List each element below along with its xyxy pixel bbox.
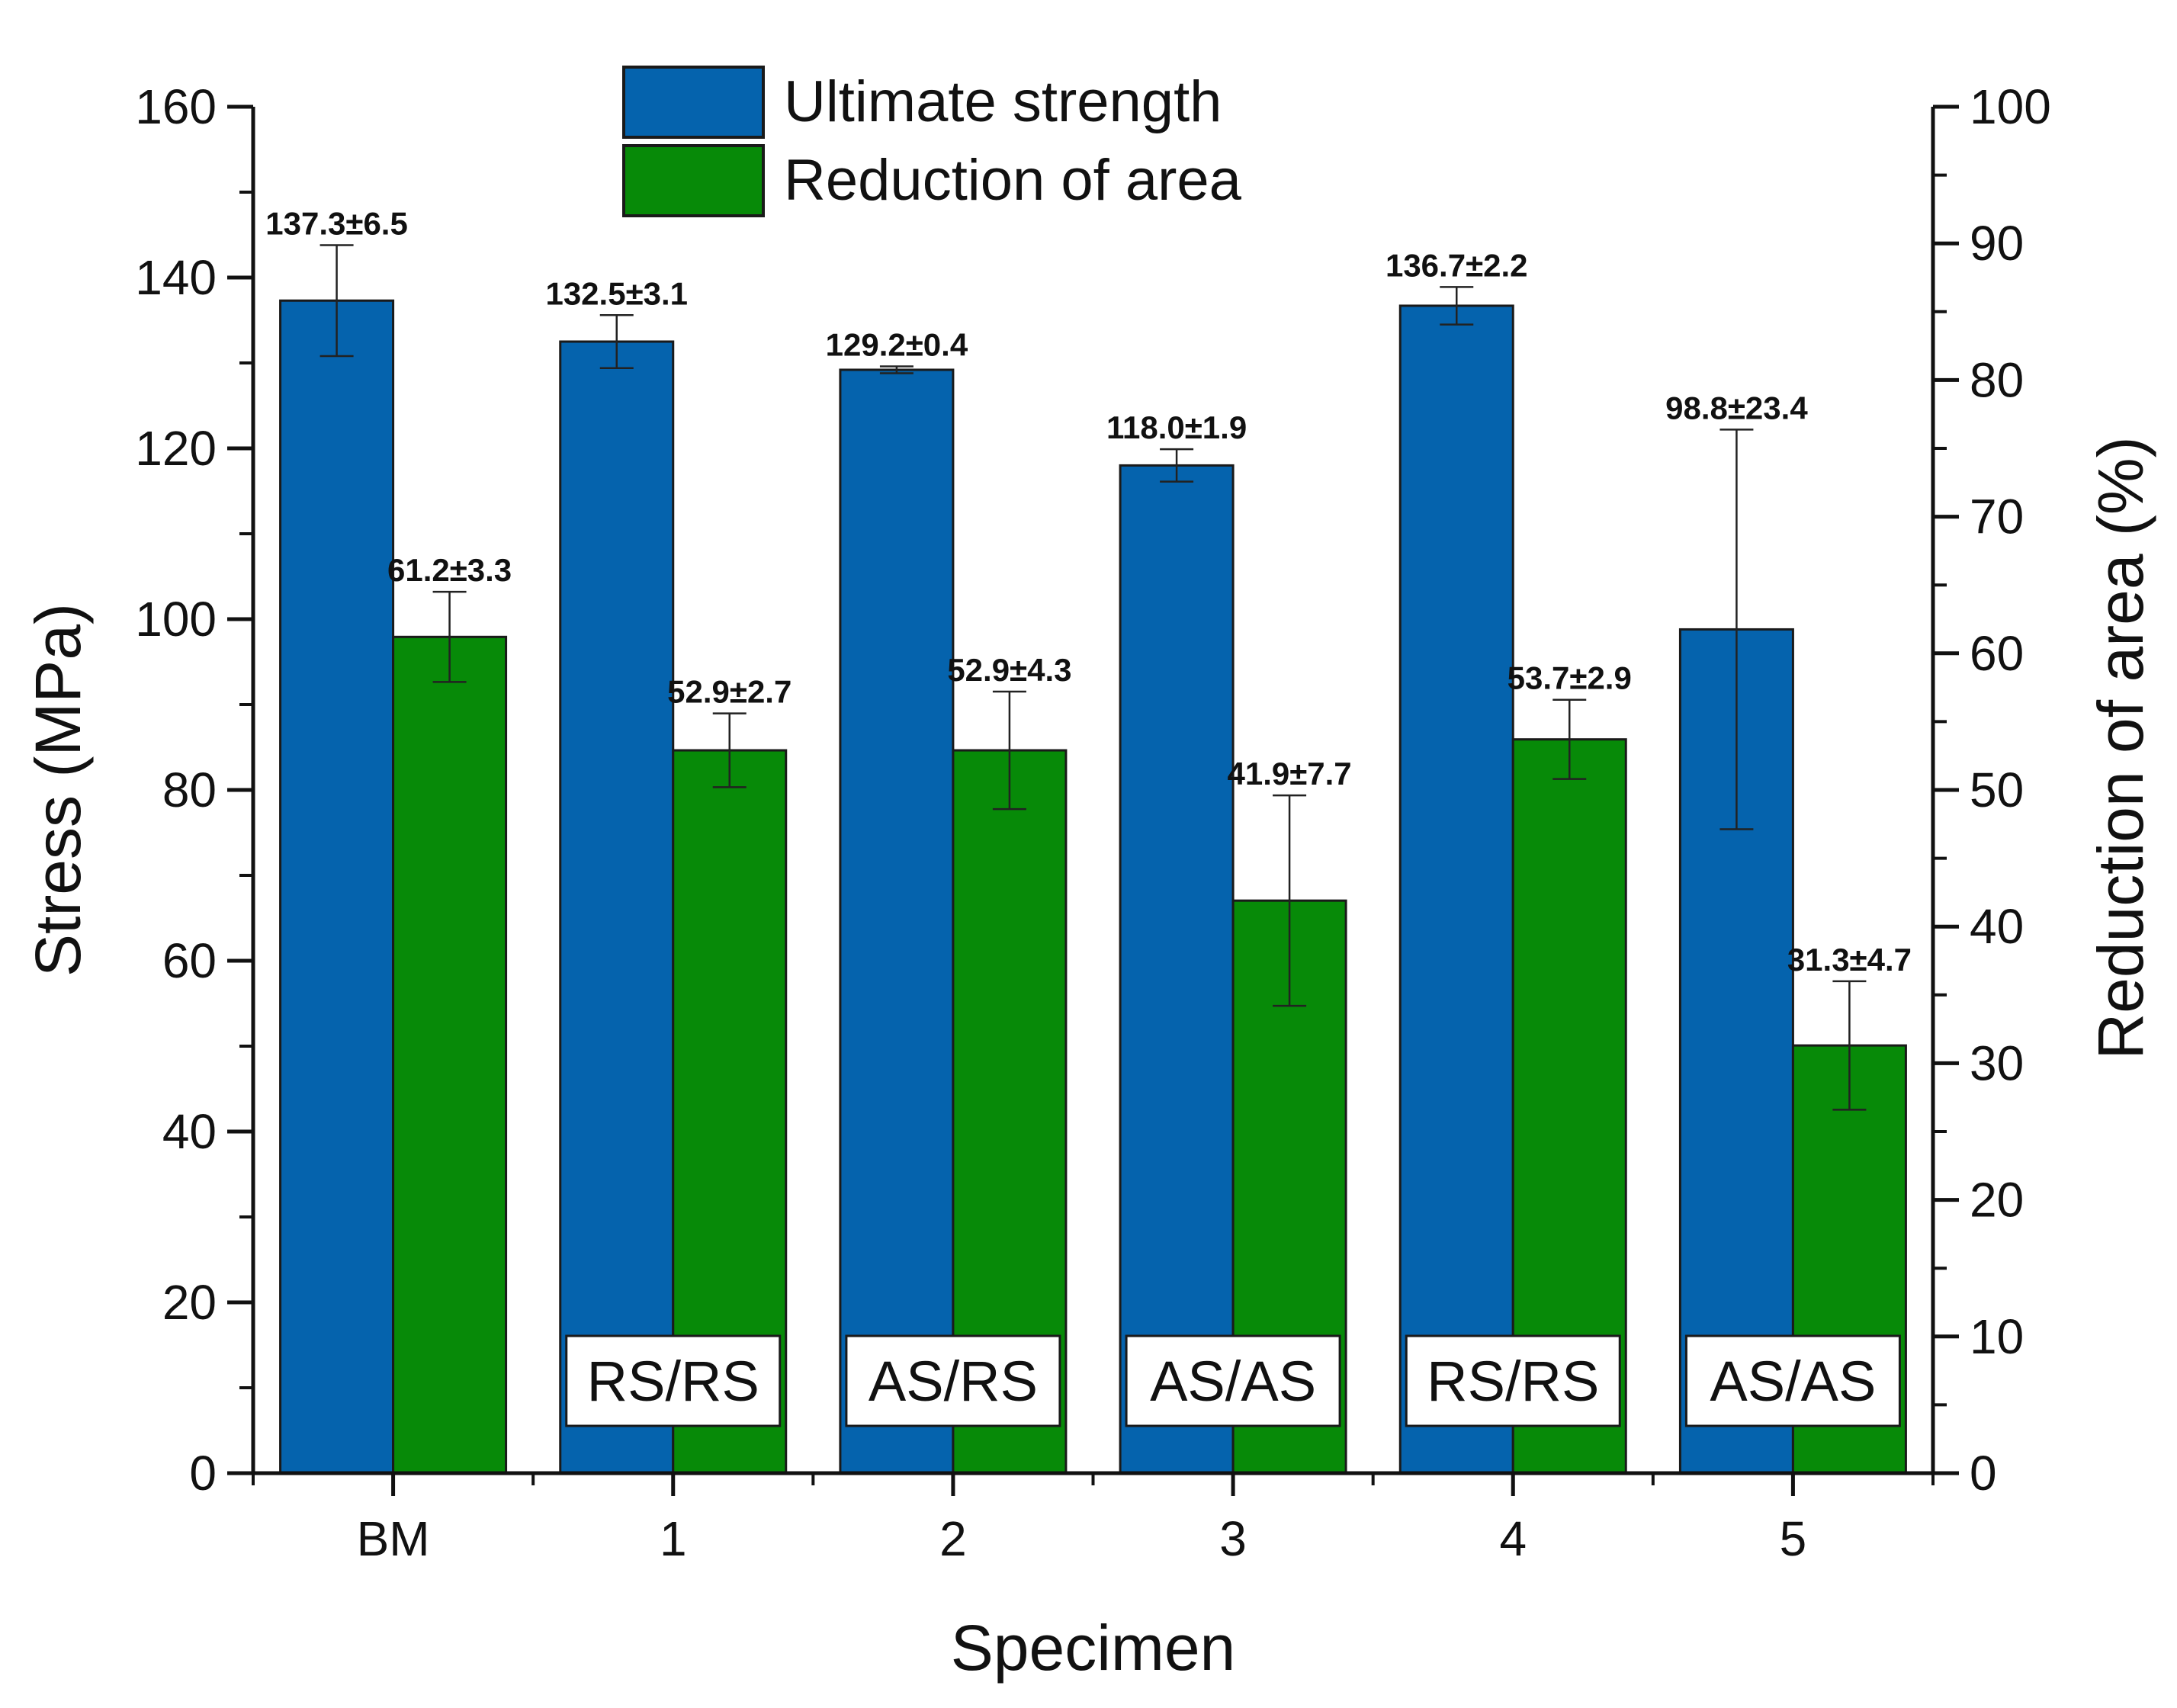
- strength-error-bar-BM: [319, 244, 354, 358]
- strength-error-bar-3: [1160, 448, 1194, 483]
- right-tick-label: 30: [1970, 1035, 2024, 1090]
- right-tick-label: 0: [1970, 1446, 1997, 1501]
- strength-value-label-4: 136.7±2.2: [1386, 247, 1528, 283]
- strength-value-label-3: 118.0±1.9: [1106, 409, 1247, 445]
- legend-label: Reduction of area: [784, 148, 1242, 213]
- x-tick-label: 3: [1219, 1511, 1247, 1566]
- legend-swatch: [622, 144, 765, 217]
- left-tick-label: 100: [135, 592, 217, 647]
- left-tick-label: 80: [162, 762, 217, 817]
- right-tick-label: 70: [1970, 490, 2024, 544]
- reduction-error-bar-1: [712, 712, 747, 788]
- strength-bar-4: [1398, 304, 1514, 1475]
- strength-bar-3: [1119, 464, 1235, 1475]
- strength-value-label-BM: 137.3±6.5: [265, 205, 408, 241]
- strength-value-label-1: 132.5±3.1: [545, 275, 688, 311]
- specimen-tag-text: RS/RS: [1427, 1350, 1599, 1413]
- legend-item-strength: Ultimate strength: [622, 66, 1222, 139]
- left-tick-label: 160: [135, 79, 217, 134]
- strength-error-bar-4: [1440, 286, 1474, 326]
- strength-bar-1: [559, 340, 675, 1475]
- reduction-error-bar-4: [1552, 698, 1587, 780]
- strength-bar-BM: [279, 299, 395, 1475]
- right-tick-label: 100: [1970, 79, 2051, 134]
- left-tick-label: 40: [162, 1104, 217, 1159]
- specimen-tag-1: RS/RS: [565, 1334, 782, 1427]
- left-tick-label: 60: [162, 933, 217, 988]
- strength-error-bar-1: [599, 314, 634, 369]
- legend-swatch: [622, 66, 765, 139]
- reduction-error-bar-BM: [432, 590, 467, 683]
- reduction-value-label-2: 52.9±4.3: [947, 652, 1071, 688]
- specimen-tag-text: RS/RS: [587, 1350, 759, 1413]
- specimen-tag-text: AS/RS: [869, 1350, 1038, 1413]
- reduction-value-label-3: 41.9±7.7: [1227, 756, 1351, 791]
- reduction-bar-BM: [392, 635, 508, 1475]
- data-labels-layer: 137.3±6.5 132.5±3.1 129.2±0.4 118.0±1.9 136.…: [265, 205, 1912, 977]
- specimen-tag-4: RS/RS: [1405, 1334, 1621, 1427]
- right-tick-label: 20: [1970, 1173, 2024, 1228]
- specimen-tag-5: AS/AS: [1684, 1334, 1901, 1427]
- legend-label: Ultimate strength: [784, 69, 1222, 134]
- right-tick-label: 90: [1970, 216, 2024, 271]
- error-bars-layer: [319, 244, 1867, 1111]
- specimen-tag-2: AS/RS: [845, 1334, 1061, 1427]
- reduction-value-label-5: 31.3±4.7: [1787, 942, 1912, 978]
- x-tick-label: 4: [1499, 1511, 1527, 1566]
- right-tick-label: 10: [1970, 1309, 2024, 1364]
- left-tick-label: 120: [135, 421, 217, 476]
- reduction-error-bar-3: [1273, 794, 1307, 1007]
- x-axis-title: Specimen: [951, 1612, 1236, 1684]
- strength-bar-2: [839, 368, 955, 1475]
- bars-layer: [279, 299, 1907, 1475]
- reduction-value-label-1: 52.9±2.7: [667, 674, 791, 710]
- reduction-error-bar-5: [1832, 980, 1867, 1111]
- specimen-tag-text: AS/AS: [1150, 1350, 1316, 1413]
- legend-item-reduction: Reduction of area: [622, 144, 1242, 217]
- y2-axis-title: Reduction of area (%): [2085, 436, 2156, 1059]
- x-tick-label: 2: [939, 1511, 967, 1566]
- axes-layer: 0 20 40 60 80 100 120 140 160 0 10 20 30 40 50 60 70 80 90…: [22, 79, 2156, 1684]
- y-axis-title: Stress (MPa): [22, 603, 94, 977]
- x-tick-label: BM: [357, 1511, 430, 1566]
- reduction-error-bar-2: [992, 690, 1026, 811]
- strength-error-bar-2: [879, 365, 914, 374]
- right-tick-label: 40: [1970, 899, 2024, 954]
- reduction-value-label-BM: 61.2±3.3: [387, 552, 512, 588]
- specimen-tag-text: AS/AS: [1710, 1350, 1876, 1413]
- reduction-value-label-4: 53.7±2.9: [1508, 660, 1632, 696]
- strength-value-label-2: 129.2±0.4: [826, 326, 968, 362]
- strength-value-label-5: 98.8±23.4: [1665, 390, 1808, 425]
- left-tick-label: 0: [189, 1446, 217, 1501]
- strength-error-bar-5: [1719, 429, 1754, 830]
- x-tick-label: 1: [660, 1511, 687, 1566]
- left-tick-label: 140: [135, 250, 217, 305]
- specimen-tag-3: AS/AS: [1125, 1334, 1341, 1427]
- right-tick-label: 50: [1970, 762, 2024, 817]
- left-tick-label: 20: [162, 1275, 217, 1330]
- x-tick-label: 5: [1780, 1511, 1807, 1566]
- right-tick-label: 60: [1970, 626, 2024, 681]
- legend: Ultimate strength Reduction of area: [622, 66, 1242, 217]
- right-tick-label: 80: [1970, 352, 2024, 407]
- specimen-tags-layer: RS/RS AS/RS AS/AS RS/RS AS/AS: [565, 1334, 1901, 1427]
